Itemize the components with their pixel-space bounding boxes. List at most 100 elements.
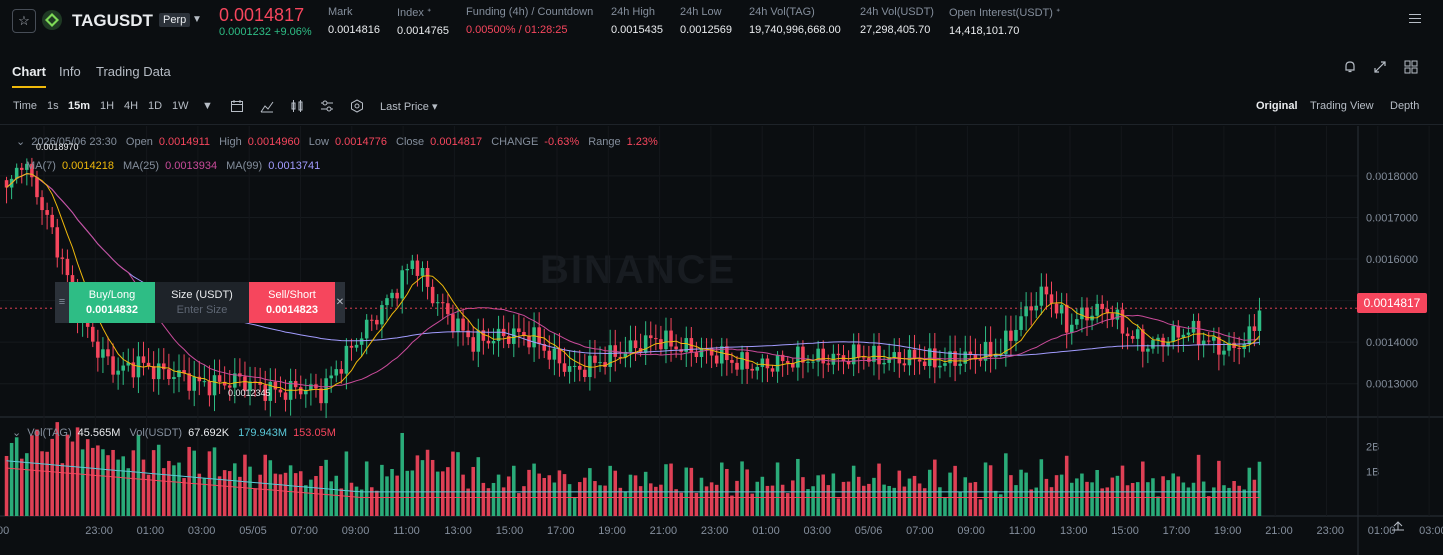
volume-bar	[623, 491, 628, 516]
volume-bar	[1024, 472, 1028, 516]
tab-chart[interactable]: Chart	[12, 64, 46, 88]
favorite-star-icon[interactable]: ☆	[12, 9, 36, 33]
time-tick-label: 13:00	[444, 525, 472, 537]
volume-bar	[963, 477, 968, 516]
volume-bar	[780, 484, 785, 516]
time-tick-label: 07:00	[291, 525, 319, 537]
candle-body	[927, 348, 932, 366]
interval-time[interactable]: Time	[13, 100, 38, 112]
candle-body	[750, 368, 754, 371]
volume-bar	[1257, 461, 1262, 516]
view-depth[interactable]: Depth	[1390, 100, 1420, 112]
volume-bar	[704, 486, 709, 516]
volume-bar	[1125, 485, 1130, 516]
interval-4h[interactable]: 4H	[124, 100, 139, 112]
volume-bar	[314, 475, 318, 516]
bell-icon[interactable]	[1343, 60, 1357, 77]
volume-bar	[111, 449, 115, 516]
candle-body	[121, 365, 125, 371]
volume-bar	[349, 482, 354, 516]
indicator-icon[interactable]	[260, 99, 274, 116]
interval-1d[interactable]: 1D	[148, 100, 163, 112]
candle-body	[1044, 286, 1049, 295]
expand-icon[interactable]	[1373, 60, 1387, 77]
candle-body	[522, 331, 526, 336]
buy-long-button[interactable]: Buy/Long 0.0014832	[69, 282, 155, 323]
volume-bar	[1100, 488, 1104, 516]
candle-body	[1115, 309, 1120, 320]
hexagon-settings-icon[interactable]	[350, 99, 364, 116]
volume-bar	[40, 451, 44, 516]
volume-bar	[309, 479, 313, 516]
chart-type-icon[interactable]	[290, 99, 304, 116]
candle-body	[572, 365, 577, 367]
interval-1w[interactable]: 1W	[172, 100, 189, 112]
candle-body	[197, 376, 202, 382]
candle-body	[268, 381, 273, 401]
volume-bar	[202, 478, 207, 516]
candle-body	[496, 328, 501, 342]
chevron-down-icon[interactable]: ⌄	[16, 136, 26, 148]
time-tick-label: 05/05	[239, 525, 267, 537]
candle-body	[227, 385, 232, 388]
candle-body	[30, 163, 34, 178]
interval-1h[interactable]: 1H	[100, 100, 115, 112]
ma25-value: 0.0013934	[165, 160, 218, 172]
candle-body	[836, 353, 841, 356]
candle-body	[1222, 350, 1226, 355]
candle-body	[506, 336, 511, 344]
volume-bar	[1222, 485, 1226, 516]
volume-bar	[806, 489, 810, 516]
drag-handle-icon[interactable]: ≡	[55, 282, 69, 323]
candle-body	[207, 381, 212, 396]
price-tick-label: 0.0017000	[1366, 212, 1418, 224]
volume-bar	[1004, 453, 1008, 516]
volume-bar	[643, 471, 648, 516]
time-tick-label: 03:00	[804, 525, 832, 537]
time-tick-label: 11:00	[393, 525, 420, 537]
last-price-dropdown[interactable]: Last Price ▾	[380, 101, 438, 113]
sell-short-button[interactable]: Sell/Short 0.0014823	[249, 282, 335, 323]
interval-15m[interactable]: 15m	[68, 100, 91, 112]
volume-bar	[410, 470, 415, 516]
view-original[interactable]: Original	[1256, 100, 1298, 112]
chevron-down-icon[interactable]: ⌄	[12, 427, 22, 439]
calendar-icon[interactable]	[230, 99, 244, 116]
candle-body	[375, 319, 379, 325]
size-input[interactable]: Size (USDT) Enter Size	[155, 282, 249, 323]
candle-body	[471, 337, 475, 352]
tab-trading-data[interactable]: Trading Data	[96, 64, 171, 79]
chevron-down-icon[interactable]: ▼	[192, 14, 202, 25]
candlestick-chart[interactable]: 0.00180000.00170000.00160000.00150000.00…	[0, 126, 1443, 555]
settings-sliders-icon[interactable]	[320, 99, 334, 116]
candle-body	[608, 345, 612, 367]
candle-body	[156, 363, 161, 380]
interval-1s[interactable]: 1s	[47, 100, 59, 112]
volume-bar	[613, 470, 618, 516]
volume-bar	[1070, 482, 1074, 516]
candle-body	[1252, 326, 1257, 331]
candle-body	[1075, 319, 1079, 325]
view-trading-view[interactable]: Trading View	[1310, 100, 1374, 112]
volume-bar	[1237, 485, 1241, 516]
volume-bar	[45, 451, 49, 516]
symbol-name[interactable]: TAGUSDT	[72, 11, 153, 30]
time-tick-label: 11:00	[1009, 525, 1036, 537]
candle-body	[1206, 340, 1211, 342]
candle-body	[263, 384, 268, 401]
layout-grid-icon[interactable]	[1404, 60, 1418, 77]
candle-body	[648, 335, 653, 339]
hamburger-menu-icon[interactable]	[1409, 14, 1421, 26]
volume-bar	[892, 487, 897, 516]
volume-bar	[238, 476, 242, 516]
tab-info[interactable]: Info	[59, 64, 81, 79]
interval-dropdown-icon[interactable]: ▼	[202, 100, 213, 112]
stat-label: Open Interest(USDT) ᐩ	[949, 7, 1061, 19]
candle-body	[344, 345, 349, 374]
volume-bar	[288, 465, 293, 516]
volume-bar	[755, 481, 760, 516]
candle-body	[618, 356, 623, 358]
candle-body	[973, 354, 978, 360]
close-icon[interactable]: ✕	[335, 282, 345, 323]
vol-usdt-value: 67.692K	[188, 427, 230, 439]
